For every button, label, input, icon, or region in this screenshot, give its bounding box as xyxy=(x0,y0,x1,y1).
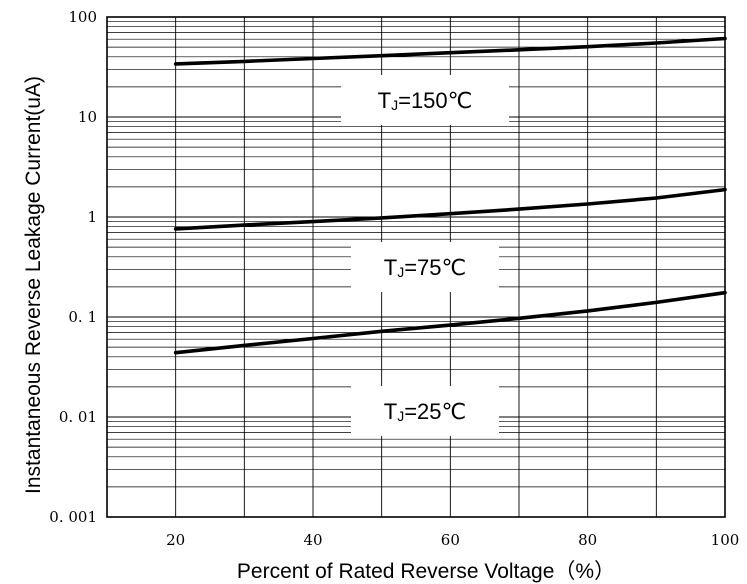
x-tick-label: 100 xyxy=(711,531,740,549)
x-tick-label: 40 xyxy=(303,531,322,549)
curve-label-subscript: J xyxy=(397,264,404,280)
y-tick-label: 1 xyxy=(87,208,97,226)
y-tick-label: 0. 01 xyxy=(59,408,97,426)
y-tick-label: 100 xyxy=(68,8,97,26)
curve-label-subscript: J xyxy=(391,97,398,113)
curve-labels: TJ=150℃TJ=75℃TJ=25℃ xyxy=(341,75,509,436)
series-line-3 xyxy=(173,290,727,355)
x-tick-label: 20 xyxy=(166,531,185,549)
curve-label: TJ=150℃ xyxy=(378,88,473,113)
series-lines xyxy=(173,36,727,355)
grid xyxy=(107,17,725,517)
y-tick-label: 0. 1 xyxy=(68,308,97,326)
y-tick-label: 10 xyxy=(78,108,97,126)
curve-label-main: T xyxy=(378,88,391,113)
x-tick-label: 80 xyxy=(578,531,597,549)
curve-label-rest: =75℃ xyxy=(404,255,466,280)
curve-label: TJ=25℃ xyxy=(384,399,466,424)
curve-label-box xyxy=(351,386,499,436)
plot-frame xyxy=(106,16,726,518)
curve-label-rest: =150℃ xyxy=(398,88,472,113)
x-tick-label: 60 xyxy=(441,531,460,549)
y-axis-title: Instantaneous Reverse Leakage Current(uA… xyxy=(22,76,45,494)
curve-label: TJ=75℃ xyxy=(384,255,466,280)
curve-label-main: T xyxy=(384,255,397,280)
curve-label-rest: =25℃ xyxy=(404,399,466,424)
curve-label-subscript: J xyxy=(397,408,404,424)
curve-label-box xyxy=(351,242,499,292)
series-line-1 xyxy=(173,36,727,66)
y-tick-label: 0. 001 xyxy=(49,508,97,526)
series-line-2 xyxy=(173,187,727,231)
tick-labels: 20 40 60 80 100 0. 001 0. 01 0. 1 1 10 100 xyxy=(49,8,739,549)
x-axis-title: Percent of Rated Reverse Voltage（%） xyxy=(237,560,615,583)
curve-label-box xyxy=(341,75,509,125)
curve-label-main: T xyxy=(384,399,397,424)
